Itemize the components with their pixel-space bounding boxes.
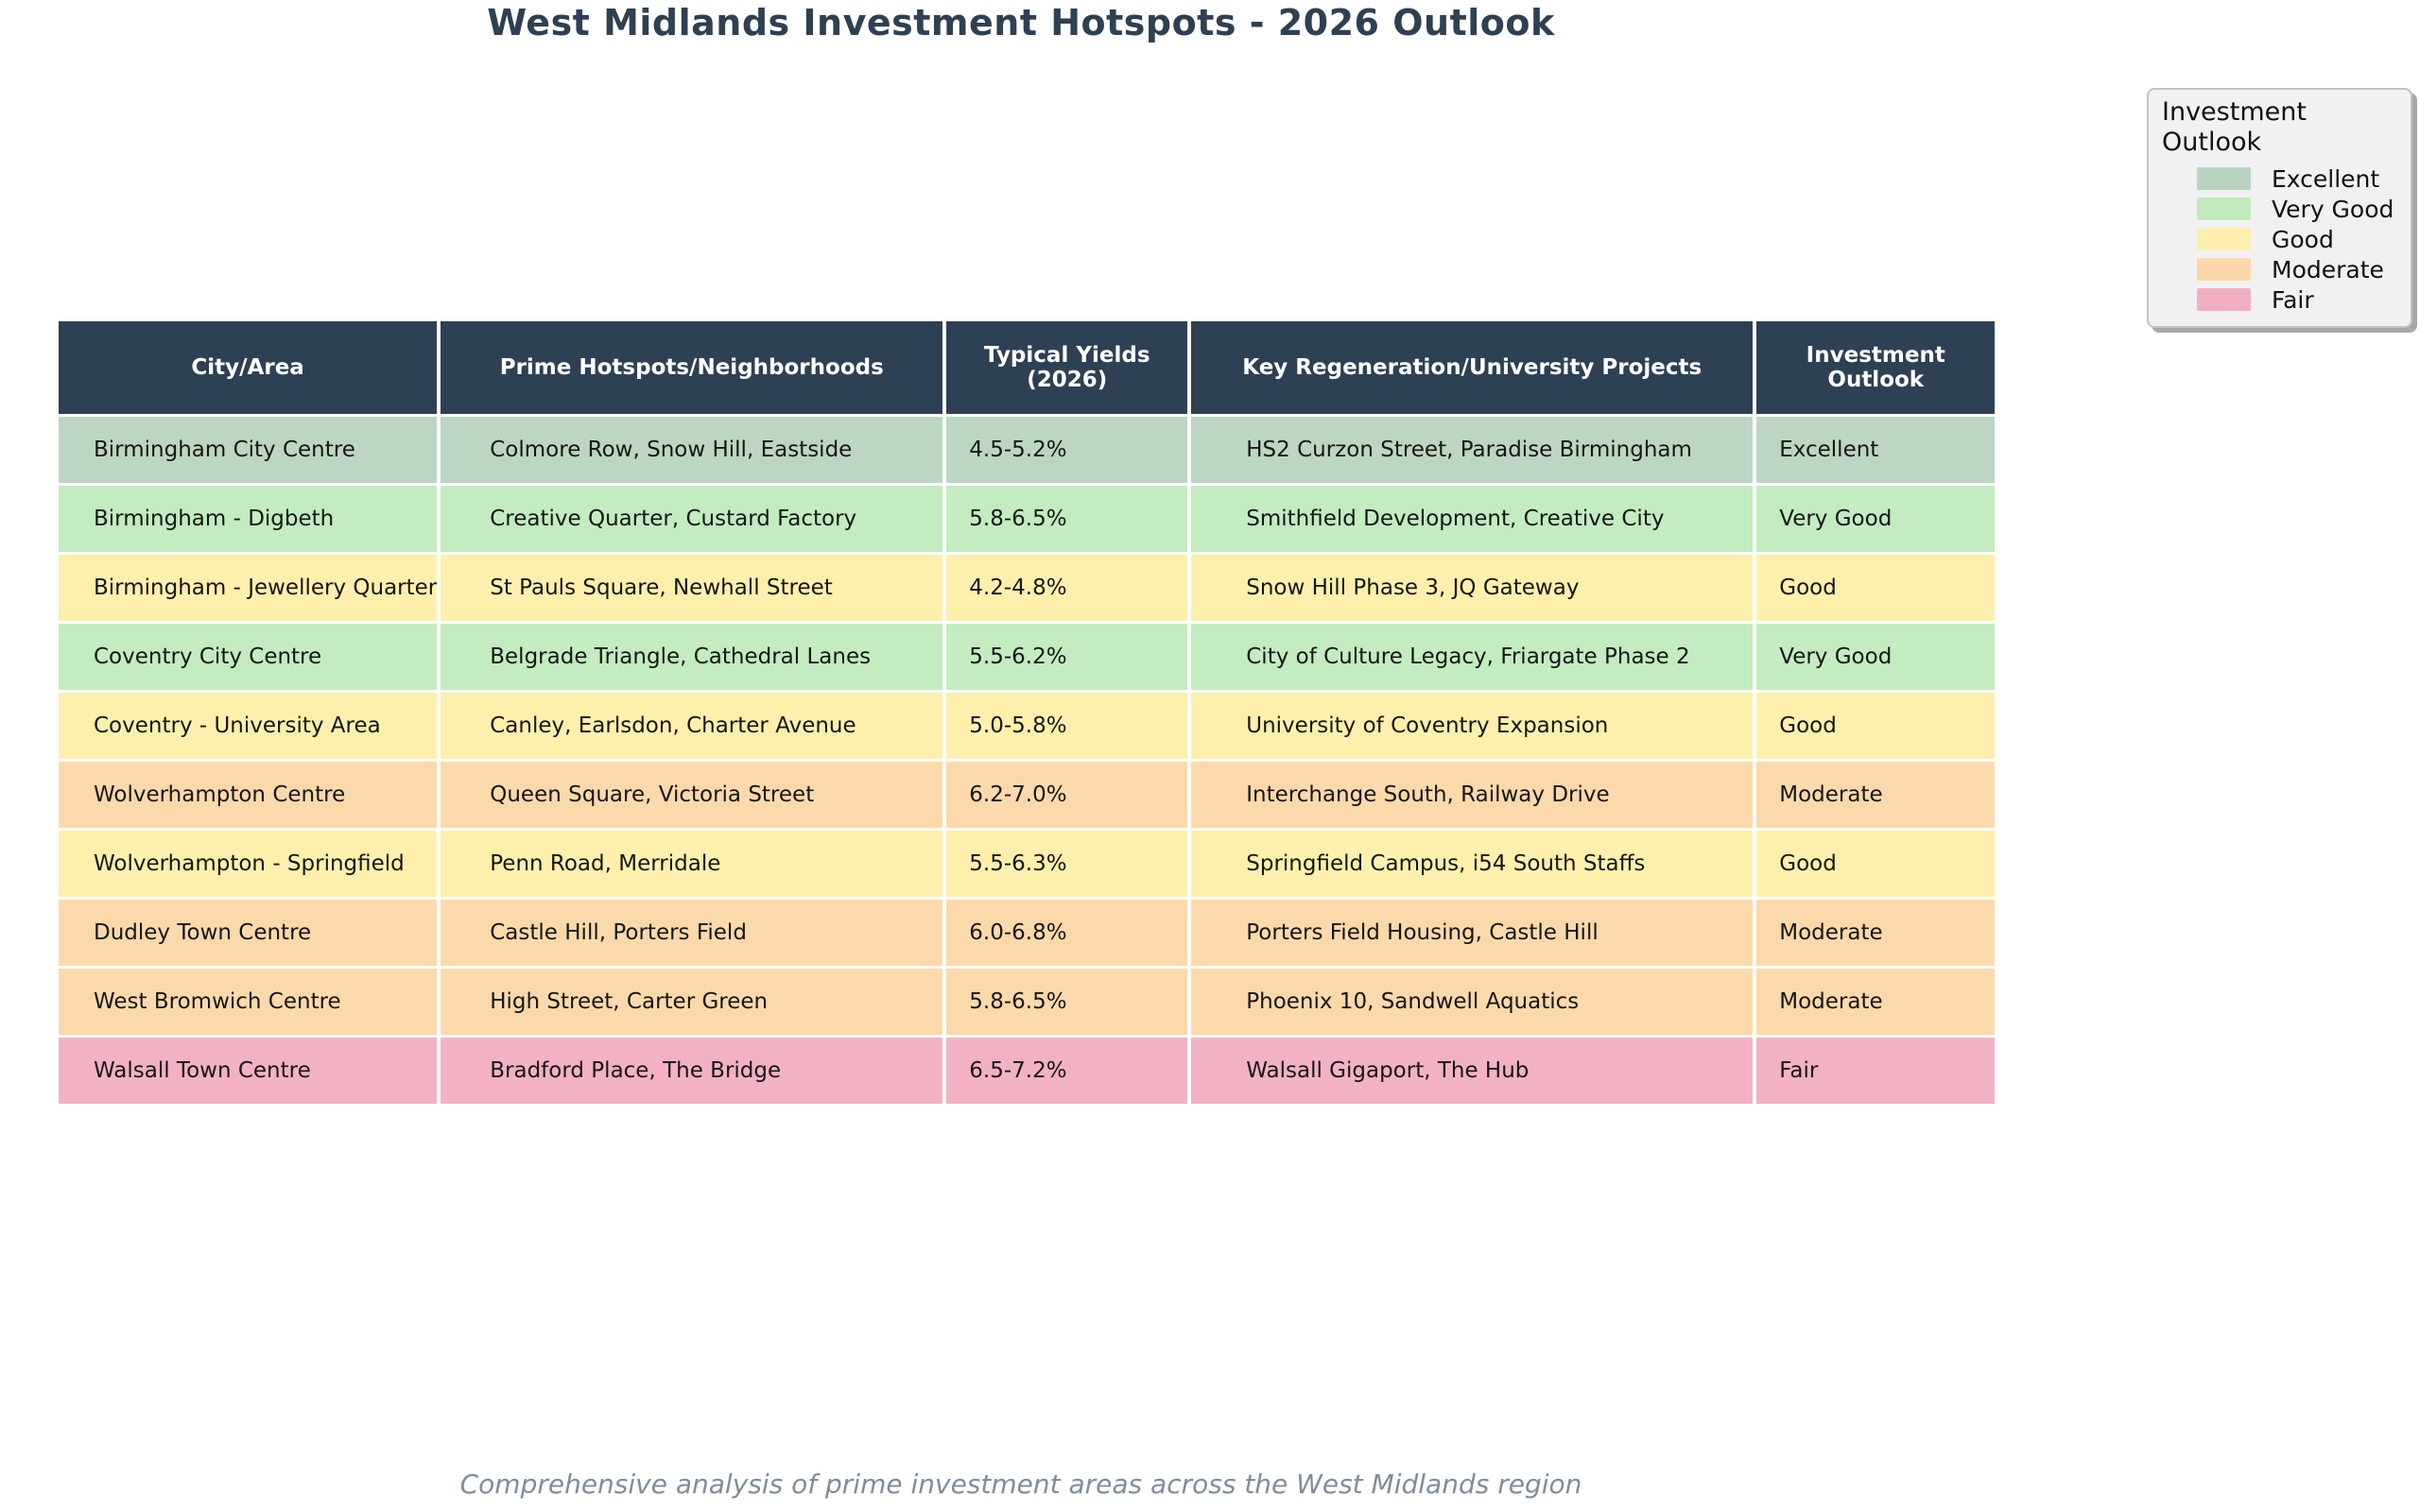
- col-header-projects: Key Regeneration/University Projects: [1191, 321, 1754, 414]
- cell-outlook: Very Good: [1756, 486, 1996, 552]
- cell-outlook: Fair: [1756, 1038, 1996, 1104]
- cell-yields: 4.2-4.8%: [946, 555, 1188, 621]
- cell-projects: Interchange South, Railway Drive: [1191, 762, 1754, 828]
- legend-items: Excellent Very Good Good Moderate Fair: [2162, 163, 2401, 315]
- cell-outlook: Moderate: [1756, 900, 1996, 966]
- cell-hotspots: Castle Hill, Porters Field: [441, 900, 943, 966]
- cell-yields: 5.8-6.5%: [946, 969, 1188, 1035]
- cell-yields: 6.0-6.8%: [946, 900, 1188, 966]
- cell-outlook: Good: [1756, 831, 1996, 897]
- cell-outlook: Good: [1756, 555, 1996, 621]
- legend-swatch-icon: [2197, 258, 2251, 281]
- legend-item: Good: [2162, 224, 2401, 254]
- legend-item-label: Excellent: [2272, 164, 2380, 193]
- cell-yields: 5.8-6.5%: [946, 486, 1188, 552]
- investment-table: City/Area Prime Hotspots/Neighborhoods T…: [55, 318, 1998, 1107]
- cell-projects: Snow Hill Phase 3, JQ Gateway: [1191, 555, 1754, 621]
- figure-caption: Comprehensive analysis of prime investme…: [459, 1469, 1582, 1500]
- cell-projects: Porters Field Housing, Castle Hill: [1191, 900, 1754, 966]
- table-row: Birmingham City Centre Colmore Row, Snow…: [59, 417, 1996, 483]
- cell-projects: Smithfield Development, Creative City: [1191, 486, 1754, 552]
- cell-hotspots: Canley, Earlsdon, Charter Avenue: [441, 693, 943, 759]
- cell-city: Walsall Town Centre: [59, 1038, 438, 1104]
- cell-city: Birmingham - Jewellery Quarter: [59, 555, 438, 621]
- legend-item-label: Fair: [2272, 285, 2314, 314]
- cell-city: Dudley Town Centre: [59, 900, 438, 966]
- cell-yields: 5.5-6.3%: [946, 831, 1188, 897]
- cell-city: Coventry City Centre: [59, 624, 438, 690]
- cell-hotspots: Queen Square, Victoria Street: [441, 762, 943, 828]
- table-body: Birmingham City Centre Colmore Row, Snow…: [59, 417, 1996, 1104]
- cell-city: Wolverhampton - Springfield: [59, 831, 438, 897]
- cell-hotspots: Creative Quarter, Custard Factory: [441, 486, 943, 552]
- legend-swatch-icon: [2197, 288, 2251, 311]
- cell-hotspots: Colmore Row, Snow Hill, Eastside: [441, 417, 943, 483]
- table-row: Dudley Town Centre Castle Hill, Porters …: [59, 900, 1996, 966]
- legend-item-label: Very Good: [2272, 195, 2394, 223]
- legend-swatch-icon: [2197, 198, 2251, 220]
- table-row: Coventry - University Area Canley, Earls…: [59, 693, 1996, 759]
- table-row: Walsall Town Centre Bradford Place, The …: [59, 1038, 1996, 1104]
- cell-city: Coventry - University Area: [59, 693, 438, 759]
- col-header-yields: Typical Yields (2026): [946, 321, 1188, 414]
- page-title: West Midlands Investment Hotspots - 2026…: [487, 2, 1555, 43]
- table-row: Coventry City Centre Belgrade Triangle, …: [59, 624, 1996, 690]
- legend-title: Investment Outlook: [2162, 97, 2307, 157]
- cell-yields: 4.5-5.2%: [946, 417, 1188, 483]
- cell-projects: Walsall Gigaport, The Hub: [1191, 1038, 1754, 1104]
- cell-hotspots: Penn Road, Merridale: [441, 831, 943, 897]
- cell-yields: 5.0-5.8%: [946, 693, 1188, 759]
- cell-hotspots: St Pauls Square, Newhall Street: [441, 555, 943, 621]
- table-row: Wolverhampton Centre Queen Square, Victo…: [59, 762, 1996, 828]
- col-header-outlook: Investment Outlook: [1756, 321, 1996, 414]
- cell-city: West Bromwich Centre: [59, 969, 438, 1035]
- cell-projects: University of Coventry Expansion: [1191, 693, 1754, 759]
- cell-yields: 6.2-7.0%: [946, 762, 1188, 828]
- cell-city: Birmingham - Digbeth: [59, 486, 438, 552]
- legend-swatch-icon: [2197, 167, 2251, 190]
- legend: Investment Outlook Excellent Very Good G…: [2147, 88, 2412, 328]
- cell-outlook: Good: [1756, 693, 1996, 759]
- cell-projects: Phoenix 10, Sandwell Aquatics: [1191, 969, 1754, 1035]
- legend-item: Very Good: [2162, 194, 2401, 224]
- cell-outlook: Excellent: [1756, 417, 1996, 483]
- cell-projects: City of Culture Legacy, Friargate Phase …: [1191, 624, 1754, 690]
- cell-yields: 5.5-6.2%: [946, 624, 1188, 690]
- legend-item-label: Moderate: [2272, 255, 2384, 284]
- cell-hotspots: Belgrade Triangle, Cathedral Lanes: [441, 624, 943, 690]
- cell-city: Birmingham City Centre: [59, 417, 438, 483]
- cell-outlook: Moderate: [1756, 969, 1996, 1035]
- table-row: Birmingham - Digbeth Creative Quarter, C…: [59, 486, 1996, 552]
- cell-city: Wolverhampton Centre: [59, 762, 438, 828]
- cell-outlook: Moderate: [1756, 762, 1996, 828]
- cell-hotspots: High Street, Carter Green: [441, 969, 943, 1035]
- legend-item: Moderate: [2162, 254, 2401, 284]
- cell-yields: 6.5-7.2%: [946, 1038, 1188, 1104]
- legend-swatch-icon: [2197, 228, 2251, 250]
- table-row: West Bromwich Centre High Street, Carter…: [59, 969, 1996, 1035]
- cell-projects: HS2 Curzon Street, Paradise Birmingham: [1191, 417, 1754, 483]
- cell-projects: Springfield Campus, i54 South Staffs: [1191, 831, 1754, 897]
- legend-item-label: Good: [2272, 225, 2334, 253]
- header-row: City/Area Prime Hotspots/Neighborhoods T…: [59, 321, 1996, 414]
- cell-outlook: Very Good: [1756, 624, 1996, 690]
- col-header-city: City/Area: [59, 321, 438, 414]
- legend-item: Excellent: [2162, 163, 2401, 194]
- cell-hotspots: Bradford Place, The Bridge: [441, 1038, 943, 1104]
- legend-item: Fair: [2162, 284, 2401, 315]
- col-header-hotspots: Prime Hotspots/Neighborhoods: [441, 321, 943, 414]
- table-row: Birmingham - Jewellery Quarter St Pauls …: [59, 555, 1996, 621]
- table-row: Wolverhampton - Springfield Penn Road, M…: [59, 831, 1996, 897]
